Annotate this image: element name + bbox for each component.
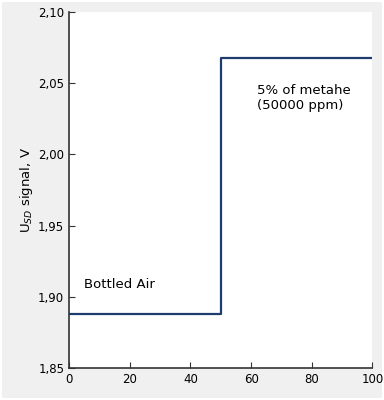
Text: 5% of metahe
(50000 ppm): 5% of metahe (50000 ppm) (257, 84, 351, 112)
Text: Bottled Air: Bottled Air (84, 278, 155, 291)
Y-axis label: U$_{SD}$ signal, V: U$_{SD}$ signal, V (18, 147, 35, 233)
